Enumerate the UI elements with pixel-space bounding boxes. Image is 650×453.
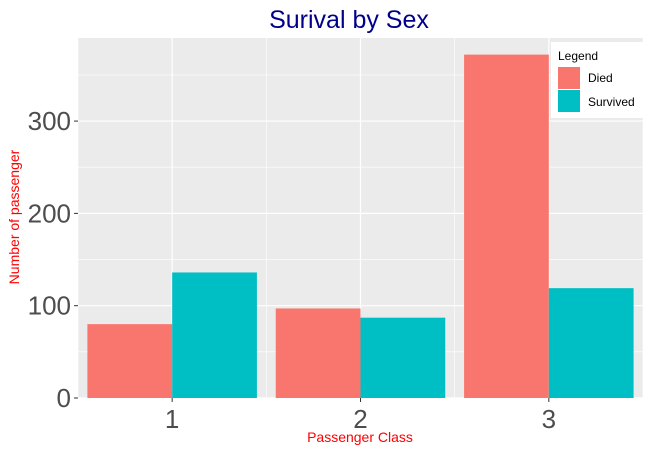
x-tick-label: 3 <box>542 404 556 434</box>
legend-label-died: Died <box>588 71 613 85</box>
chart-title: Surival by Sex <box>269 6 429 34</box>
y-tick-label: 0 <box>57 383 71 413</box>
legend: Legend Died Survived <box>551 42 643 118</box>
x-axis-label: Passenger Class <box>307 429 413 445</box>
bar-survived-class-2 <box>360 317 446 398</box>
y-axis: 0 100 200 300 <box>28 106 78 413</box>
bar-died-class-2 <box>275 308 361 398</box>
bar-survived-class-1 <box>172 272 257 398</box>
y-axis-label: Number of passenger <box>6 149 22 284</box>
x-tick-label: 1 <box>165 404 179 434</box>
y-tick-label: 200 <box>28 198 71 228</box>
legend-key-died <box>558 67 580 89</box>
bar-survived-class-3 <box>548 288 634 398</box>
x-tick-label: 2 <box>353 404 367 434</box>
y-tick-label: 300 <box>28 106 71 136</box>
bars <box>87 54 634 398</box>
legend-title: Legend <box>558 49 598 63</box>
y-tick-label: 100 <box>28 291 71 321</box>
legend-key-survived <box>558 90 580 112</box>
bar-died-class-3 <box>464 54 549 398</box>
x-axis: 1 2 3 <box>165 398 556 434</box>
bar-died-class-1 <box>87 324 173 398</box>
legend-label-survived: Survived <box>588 95 635 109</box>
